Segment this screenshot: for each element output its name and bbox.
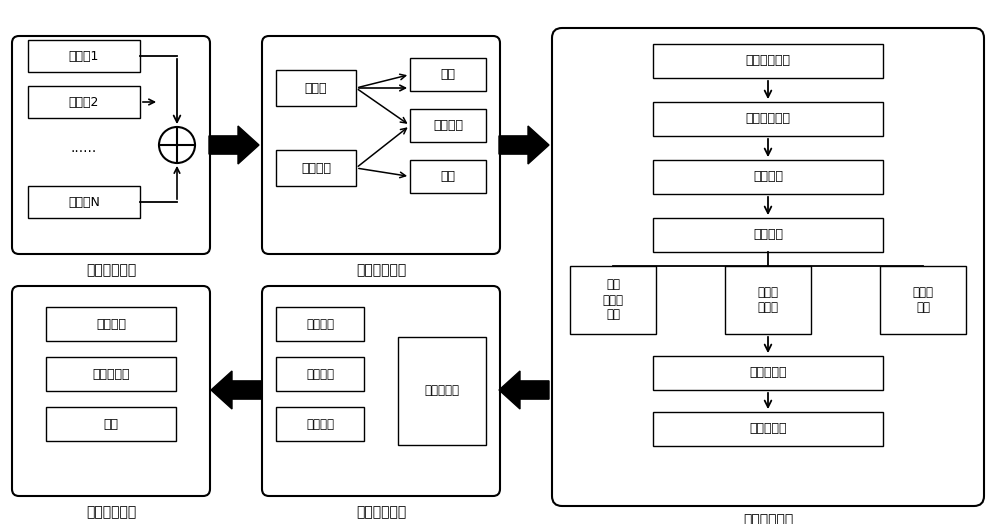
FancyBboxPatch shape [880,266,966,334]
Text: 单人: 单人 [440,68,456,81]
FancyBboxPatch shape [653,102,883,136]
Text: 统计特征: 统计特征 [306,418,334,431]
Polygon shape [209,126,259,164]
FancyBboxPatch shape [28,40,140,72]
FancyBboxPatch shape [276,150,356,186]
FancyBboxPatch shape [276,407,364,441]
Text: 尺寸量化: 尺寸量化 [96,318,126,331]
Text: 数据流2: 数据流2 [69,95,99,108]
Text: 场景分类模块: 场景分类模块 [356,263,406,277]
Text: 运动学特征: 运动学特征 [424,385,460,398]
FancyBboxPatch shape [570,266,656,334]
FancyBboxPatch shape [653,44,883,78]
FancyBboxPatch shape [262,286,500,496]
FancyBboxPatch shape [46,407,176,441]
FancyBboxPatch shape [398,337,486,445]
Text: 物体检测: 物体检测 [301,161,331,174]
FancyBboxPatch shape [262,36,500,254]
FancyBboxPatch shape [653,218,883,252]
Text: 主体
被物体
遮挡: 主体 被物体 遮挡 [602,278,624,322]
Polygon shape [499,126,549,164]
Text: ......: ...... [71,141,97,155]
FancyBboxPatch shape [410,58,486,91]
Text: 数据融合模块: 数据融合模块 [86,263,136,277]
Text: 物体边框回归: 物体边框回归 [746,54,790,68]
Text: 主体使
用物体: 主体使 用物体 [758,286,778,314]
FancyBboxPatch shape [653,356,883,390]
FancyBboxPatch shape [410,109,486,142]
Text: 遮挡修复模块: 遮挡修复模块 [743,513,793,524]
Text: 运动学辅助: 运动学辅助 [749,366,787,379]
FancyBboxPatch shape [725,266,811,334]
FancyBboxPatch shape [12,36,210,254]
FancyBboxPatch shape [552,28,984,506]
Text: 动态特征: 动态特征 [306,367,334,380]
FancyBboxPatch shape [46,307,176,341]
Text: 映射: 映射 [104,418,119,431]
FancyBboxPatch shape [46,357,176,391]
Text: 量表映射模块: 量表映射模块 [86,505,136,519]
Polygon shape [499,371,549,409]
FancyBboxPatch shape [653,412,883,446]
Text: 人和物体: 人和物体 [433,119,463,132]
Text: 量化分析模块: 量化分析模块 [356,505,406,519]
FancyBboxPatch shape [28,86,140,118]
Text: 静态特征: 静态特征 [306,318,334,331]
Text: 补充关键点: 补充关键点 [749,422,787,435]
Text: 人检测: 人检测 [305,82,327,94]
FancyBboxPatch shape [28,186,140,218]
Text: 特征选择器: 特征选择器 [92,367,130,380]
Text: 主体间
遮挡: 主体间 遮挡 [912,286,934,314]
FancyBboxPatch shape [276,307,364,341]
FancyBboxPatch shape [12,286,210,496]
Text: 遮挡算子: 遮挡算子 [753,228,783,242]
FancyBboxPatch shape [410,160,486,193]
Text: 主体边框回归: 主体边框回归 [746,113,790,126]
Polygon shape [211,371,261,409]
FancyBboxPatch shape [276,357,364,391]
Text: 数据流N: 数据流N [68,195,100,209]
FancyBboxPatch shape [276,70,356,106]
FancyBboxPatch shape [653,160,883,194]
Text: 数据流1: 数据流1 [69,49,99,62]
Text: 身体部分: 身体部分 [753,170,783,183]
Text: 多人: 多人 [440,170,456,183]
